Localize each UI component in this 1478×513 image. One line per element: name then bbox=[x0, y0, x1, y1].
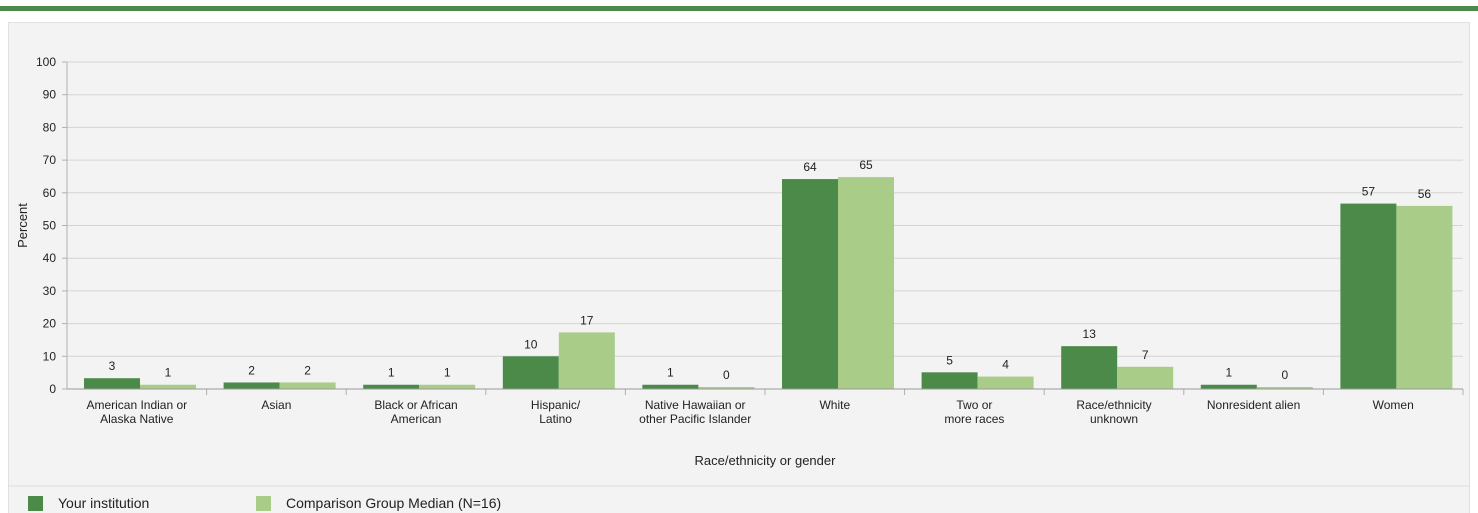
y-tick-label: 60 bbox=[43, 186, 57, 200]
y-tick-label: 30 bbox=[43, 284, 57, 298]
data-label: 10 bbox=[524, 337, 538, 351]
legend-item-your-institution: Your institution bbox=[28, 495, 256, 511]
data-label: 0 bbox=[1281, 368, 1288, 382]
x-tick-label: unknown bbox=[1090, 412, 1138, 426]
x-tick-label: American bbox=[391, 412, 442, 426]
x-tick-label: Hispanic/ bbox=[531, 398, 581, 412]
x-tick-label: Nonresident alien bbox=[1207, 398, 1300, 412]
y-tick-label: 70 bbox=[43, 153, 57, 167]
data-label: 57 bbox=[1362, 185, 1376, 199]
bar bbox=[1117, 366, 1174, 389]
bar bbox=[977, 376, 1034, 389]
x-tick-label: Native Hawaiian or bbox=[645, 398, 746, 412]
bar bbox=[782, 179, 838, 389]
x-axis-label: Race/ethnicity or gender bbox=[695, 453, 837, 468]
top-accent-bar bbox=[0, 6, 1478, 11]
bar bbox=[642, 384, 699, 389]
y-axis-label: Percent bbox=[15, 203, 30, 248]
x-tick-label: American Indian or bbox=[86, 398, 187, 412]
bar bbox=[921, 372, 978, 389]
legend-label-your-institution: Your institution bbox=[58, 495, 150, 511]
bar bbox=[698, 387, 755, 389]
bar bbox=[502, 356, 559, 389]
bar bbox=[1061, 346, 1118, 389]
y-tick-label: 50 bbox=[43, 219, 57, 233]
y-tick-label: 40 bbox=[43, 251, 57, 265]
data-label: 17 bbox=[580, 313, 594, 327]
bar bbox=[1256, 387, 1313, 389]
y-tick-label: 100 bbox=[36, 55, 56, 69]
legend-item-comparison-group: Comparison Group Median (N=16) bbox=[256, 495, 501, 511]
bar bbox=[1200, 384, 1257, 389]
x-tick-label: other Pacific Islander bbox=[639, 412, 751, 426]
y-tick-label: 80 bbox=[43, 120, 57, 134]
data-label: 3 bbox=[109, 359, 116, 373]
data-label: 64 bbox=[803, 160, 817, 174]
bar bbox=[84, 378, 140, 389]
x-tick-label: Women bbox=[1373, 398, 1414, 412]
data-label: 65 bbox=[859, 158, 873, 172]
data-label: 5 bbox=[946, 353, 953, 367]
y-tick-label: 0 bbox=[49, 382, 56, 396]
y-tick-label: 90 bbox=[43, 88, 57, 102]
bar bbox=[419, 384, 476, 389]
bar bbox=[838, 177, 894, 389]
x-tick-label: Alaska Native bbox=[100, 412, 174, 426]
bar bbox=[1340, 203, 1397, 389]
bar bbox=[140, 384, 196, 389]
bar bbox=[1396, 205, 1453, 389]
data-label: 4 bbox=[1002, 358, 1009, 372]
y-tick-label: 10 bbox=[43, 349, 57, 363]
bar bbox=[558, 332, 615, 389]
x-tick-label: Two or bbox=[956, 398, 992, 412]
bar bbox=[223, 382, 280, 389]
data-label: 1 bbox=[1225, 366, 1232, 380]
x-tick-label: Race/ethnicity bbox=[1076, 398, 1151, 412]
x-tick-label: Black or African bbox=[374, 398, 457, 412]
data-label: 56 bbox=[1418, 187, 1432, 201]
x-tick-label: Asian bbox=[261, 398, 291, 412]
legend-swatch-comparison-group bbox=[256, 495, 271, 511]
chart-panel bbox=[8, 22, 1470, 513]
data-label: 2 bbox=[248, 363, 255, 377]
x-tick-label: White bbox=[819, 398, 850, 412]
data-label: 0 bbox=[723, 368, 730, 382]
data-label: 1 bbox=[388, 366, 395, 380]
data-label: 13 bbox=[1083, 327, 1097, 341]
x-tick-label: Latino bbox=[539, 412, 572, 426]
bar bbox=[279, 382, 336, 389]
data-label: 7 bbox=[1142, 348, 1149, 362]
legend-label-comparison-group: Comparison Group Median (N=16) bbox=[286, 495, 502, 511]
data-label: 1 bbox=[165, 366, 172, 380]
data-label: 1 bbox=[444, 366, 451, 380]
data-label: 1 bbox=[667, 366, 674, 380]
y-tick-label: 20 bbox=[43, 317, 57, 331]
legend-swatch-your-institution bbox=[28, 495, 43, 511]
data-label: 2 bbox=[304, 363, 311, 377]
x-tick-label: more races bbox=[944, 412, 1004, 426]
bar bbox=[363, 384, 420, 389]
legend: Your institution Comparison Group Median… bbox=[28, 493, 501, 513]
